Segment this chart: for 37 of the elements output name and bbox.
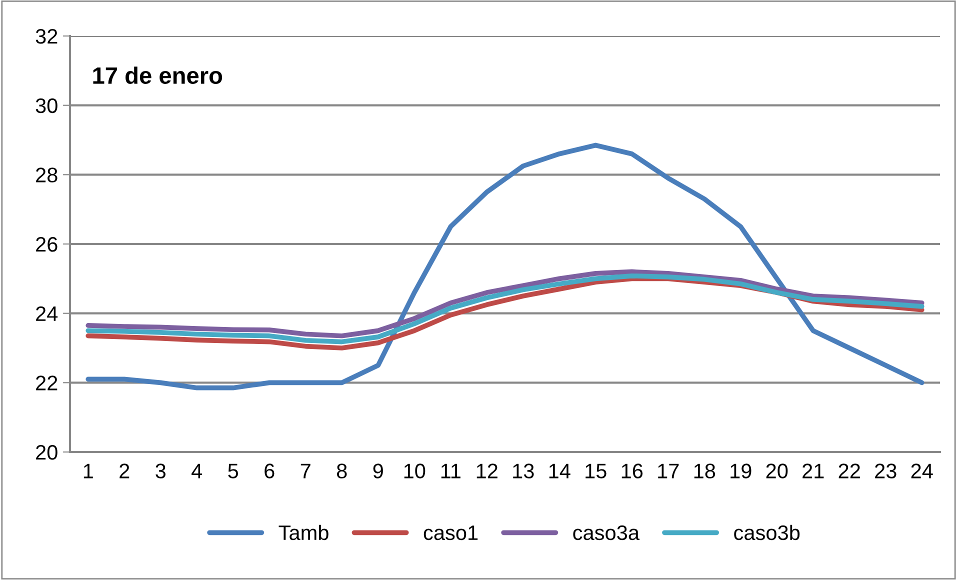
x-tick-label: 10 [404, 464, 426, 478]
x-tick-label: 4 [192, 464, 202, 478]
y-tick-label: 26 [36, 237, 58, 252]
x-tick-label: 19 [730, 464, 752, 478]
y-tick-label: 22 [36, 376, 58, 390]
x-tick-label: 11 [441, 464, 460, 478]
x-tick-label: 13 [513, 464, 534, 478]
y-tick-label: 30 [36, 98, 58, 114]
legend-label: caso3b [734, 524, 800, 540]
x-tick-label: 16 [622, 464, 643, 478]
y-tick-label: 20 [36, 445, 58, 460]
x-tick-label: 22 [838, 464, 860, 478]
y-tick-label: 24 [36, 306, 58, 321]
x-tick-label: 5 [228, 464, 238, 478]
x-tick-label: 21 [802, 464, 824, 478]
text: 17 de enero [93, 66, 222, 84]
x-tick-label: 14 [549, 464, 570, 478]
x-tick-label: 2 [120, 464, 130, 478]
y-tick-label: 32 [36, 29, 58, 44]
x-tick-label: 6 [264, 464, 274, 478]
x-tick-label: 23 [875, 464, 896, 478]
legend-label: Tamb [278, 524, 328, 540]
x-tick-label: 15 [586, 464, 606, 478]
line-series [86, 142, 924, 390]
x-tick-label: 7 [300, 464, 310, 478]
x-tick-label: 20 [766, 464, 788, 478]
legend-label: caso3a [573, 525, 640, 540]
x-tick-label: 3 [156, 464, 166, 478]
x-tick-label: 12 [476, 464, 498, 478]
x-tick-label: 17 [658, 464, 679, 478]
legend-label: caso1 [424, 526, 478, 540]
x-tick-label: 9 [373, 464, 383, 478]
y-tick-label: 28 [36, 168, 58, 182]
x-tick-label: 8 [336, 464, 347, 478]
x-tick-label: 1 [84, 464, 93, 478]
x-tick-label: 24 [911, 464, 933, 478]
x-tick-label: 18 [694, 464, 716, 478]
